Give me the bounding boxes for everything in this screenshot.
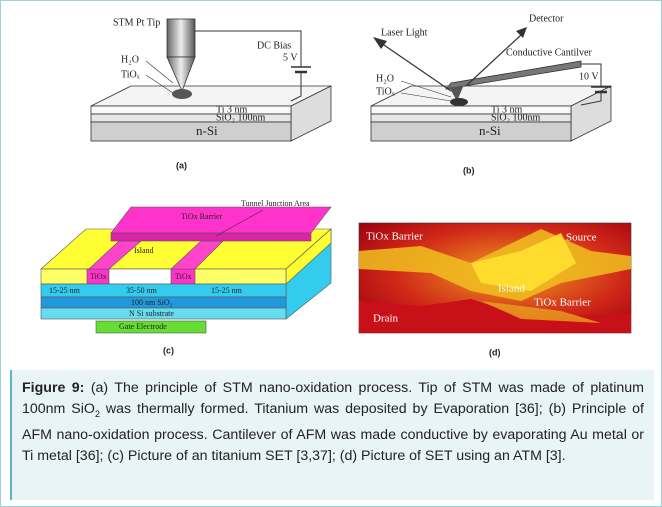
panel-c: Tunnel Junction Area TiOx Barrier Island…	[41, 199, 331, 356]
label: Detector	[529, 13, 564, 24]
label: n-Si	[479, 123, 501, 138]
panel-label: (b)	[463, 165, 475, 175]
label: SiO₂ 100nm	[216, 112, 266, 123]
figure-panels: STM Pt Tip H₂O TiOₓ DC Bias 5 V Ti 3 nm …	[1, 1, 661, 369]
label: Source	[566, 232, 597, 244]
label: SiO₂ 100nm	[491, 112, 541, 123]
label: 5 V	[283, 52, 298, 63]
label: Gate Electrode	[119, 322, 167, 331]
label: 15-25 nm	[49, 286, 81, 295]
label: Conductive Cantilver	[506, 47, 592, 58]
label: 10 V	[579, 71, 599, 82]
label: TiOx Barrier	[534, 297, 591, 309]
label: DC Bias	[257, 40, 291, 51]
panel-label: (a)	[176, 160, 187, 170]
label: Laser Light	[381, 27, 428, 38]
label: N Si substrate	[129, 309, 174, 318]
label: H₂O	[376, 73, 394, 84]
label: TiOₓ	[121, 69, 140, 80]
panel-a: STM Pt Tip H₂O TiOₓ DC Bias 5 V Ti 3 nm …	[91, 17, 331, 170]
label: 100 nm SiO₂	[131, 298, 173, 307]
label: TiOx Barrier	[366, 231, 423, 243]
label: Tunnel Junction Area	[241, 199, 310, 208]
label: 15-25 nm	[211, 286, 243, 295]
panel-b: Laser Light Detector Conductive Cantilve…	[371, 13, 611, 175]
label: Island	[134, 246, 154, 255]
label: H₂O	[121, 54, 139, 65]
label: Island	[498, 283, 525, 295]
label: TiOx	[90, 272, 107, 281]
figure: STM Pt Tip H₂O TiOₓ DC Bias 5 V Ti 3 nm …	[0, 0, 662, 507]
caption-text: was thermally formed. Titanium was depos…	[22, 401, 644, 464]
label: STM Pt Tip	[113, 17, 160, 28]
panel-label: (c)	[163, 345, 174, 355]
label: Drain	[373, 313, 399, 325]
label: 35-50 nm	[126, 286, 158, 295]
caption-label: Figure 9:	[22, 380, 84, 396]
label: n-Si	[196, 123, 218, 138]
panel-label: (d)	[489, 347, 501, 357]
label: TiOx Barrier	[181, 212, 223, 221]
panel-d: TiOx Barrier Source Island TiOx Barrier …	[359, 223, 631, 357]
caption: Figure 9: (a) The principle of STM nano-…	[10, 370, 654, 500]
label: TiOx	[175, 272, 192, 281]
label: TiOₓ	[376, 86, 395, 97]
